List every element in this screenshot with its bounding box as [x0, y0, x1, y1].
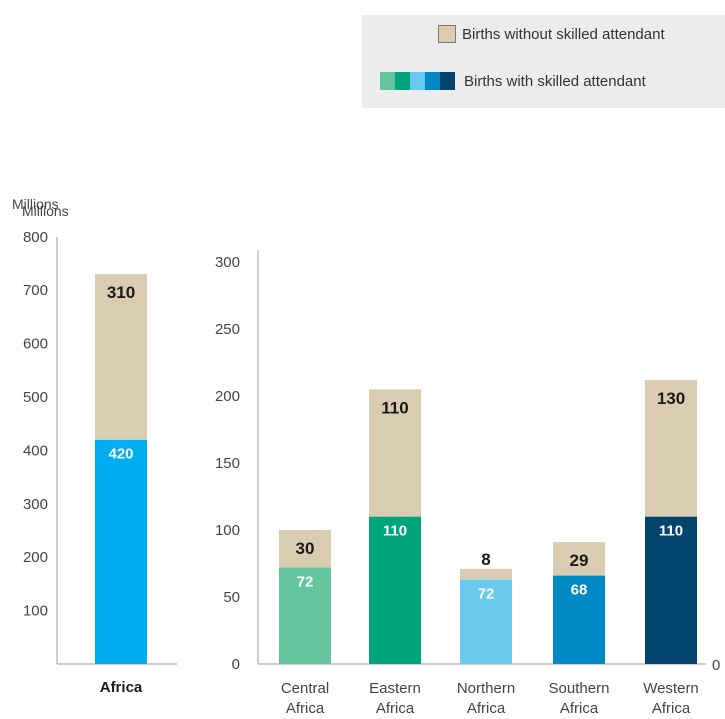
legend-label-without: Births without skilled attendant [462, 25, 665, 43]
legend-item-without: Births without skilled attendant [438, 25, 665, 43]
right-ytick-50: 50 [223, 589, 240, 606]
legend-swatch-with-1 [395, 72, 410, 90]
right-extra-tick: 0 [712, 657, 720, 674]
label-4-with: 110 [659, 523, 683, 540]
xtick-3-line1: Southern [549, 680, 610, 697]
label-2-without: 8 [481, 550, 490, 569]
xtick-4-line1: Western [643, 680, 699, 697]
bar-2-with [460, 579, 512, 664]
bar-africa-with [95, 439, 147, 664]
left-ytick-800: 800 [23, 229, 48, 246]
label-africa-without: 310 [107, 283, 135, 302]
xtick-0-line1: Central [281, 680, 329, 697]
bar-africa-without [95, 274, 147, 440]
xtick-4-line2: Africa [652, 700, 691, 717]
label-2-with: 72 [478, 586, 495, 603]
label-1-with: 110 [383, 523, 407, 540]
legend: Births without skilled attendant Births … [362, 15, 725, 108]
right-ytick-150: 150 [215, 455, 240, 472]
right-ytick-200: 200 [215, 388, 240, 405]
left-ytick-400: 400 [23, 442, 48, 459]
bar-4-without [645, 379, 697, 517]
right-ytick-0: 0 [232, 656, 240, 673]
label-africa-with: 420 [108, 446, 133, 463]
bar-1-without [369, 389, 421, 517]
label-0-with: 72 [297, 574, 314, 591]
bar-2-without [460, 568, 512, 580]
xtick-3-line2: Africa [560, 700, 599, 717]
xtick-africa: Africa [100, 679, 143, 696]
left-ytick-500: 500 [23, 389, 48, 406]
legend-swatch-with-0 [380, 72, 395, 90]
left-ytick-200: 200 [23, 549, 48, 566]
bar-4-with [645, 516, 697, 664]
legend-swatch-with-3 [425, 72, 440, 90]
left-ytick-100: 100 [23, 603, 48, 620]
bar-3-without [553, 542, 605, 576]
right-ytick-300: 300 [215, 254, 240, 271]
legend-swatches-with [380, 72, 455, 90]
legend-item-with: Births with skilled attendant [380, 72, 646, 90]
label-3-with: 68 [571, 582, 588, 599]
bar-1-with [369, 516, 421, 664]
right-ytick-100: 100 [215, 522, 240, 539]
left-ylabel: Millions [12, 196, 59, 212]
left-ytick-300: 300 [23, 496, 48, 513]
left-ytick-700: 700 [23, 282, 48, 299]
bar-0-with [279, 567, 331, 664]
label-1-without: 110 [381, 398, 408, 417]
right-ylabel: Millions [22, 203, 69, 219]
legend-swatch-with-4 [440, 72, 455, 90]
xtick-2-line1: Northern [457, 680, 515, 697]
xtick-2-line2: Africa [467, 700, 506, 717]
label-3-without: 29 [570, 551, 589, 570]
left-ytick-600: 600 [23, 336, 48, 353]
bar-0-without [279, 530, 331, 568]
xtick-1-line1: Eastern [369, 680, 421, 697]
legend-label-with: Births with skilled attendant [464, 72, 646, 90]
legend-swatch-with-2 [410, 72, 425, 90]
xtick-1-line2: Africa [376, 700, 415, 717]
right-ytick-250: 250 [215, 321, 240, 338]
label-4-without: 130 [657, 389, 685, 408]
xtick-0-line2: Africa [286, 700, 325, 717]
bar-3-with [553, 575, 605, 664]
label-0-without: 30 [296, 539, 315, 558]
legend-swatch-without [438, 25, 456, 43]
